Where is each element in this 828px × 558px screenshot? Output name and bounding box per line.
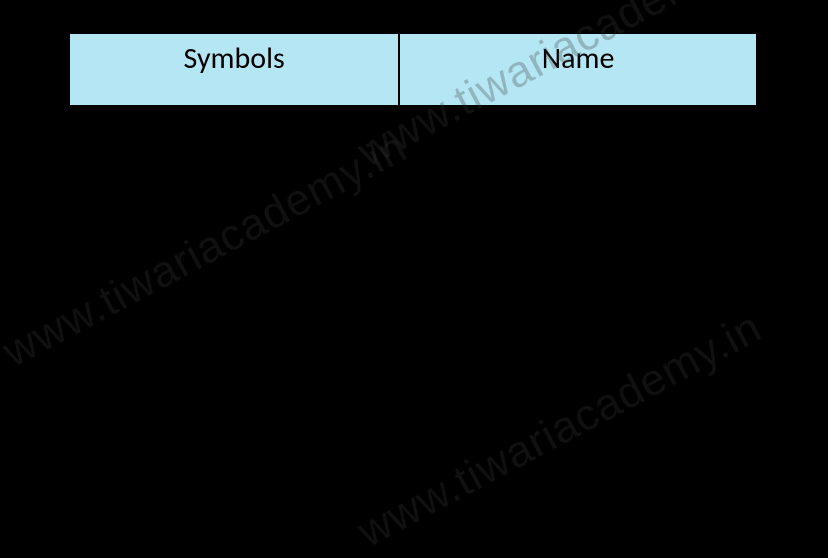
symbols-table: Symbols Name	[68, 32, 758, 459]
cell-symbol	[69, 194, 399, 282]
table-body	[69, 106, 757, 458]
cell-name	[399, 282, 757, 370]
cell-symbol	[69, 282, 399, 370]
cell-symbol	[69, 106, 399, 194]
col-header-symbols: Symbols	[69, 33, 399, 106]
table-row	[69, 282, 757, 370]
table-row	[69, 106, 757, 194]
table-row	[69, 370, 757, 458]
table-header-row: Symbols Name	[69, 33, 757, 106]
cell-symbol	[69, 370, 399, 458]
symbols-table-container: Symbols Name	[68, 32, 758, 459]
table-row	[69, 194, 757, 282]
cell-name	[399, 106, 757, 194]
col-header-name: Name	[399, 33, 757, 106]
cell-name	[399, 370, 757, 458]
cell-name	[399, 194, 757, 282]
